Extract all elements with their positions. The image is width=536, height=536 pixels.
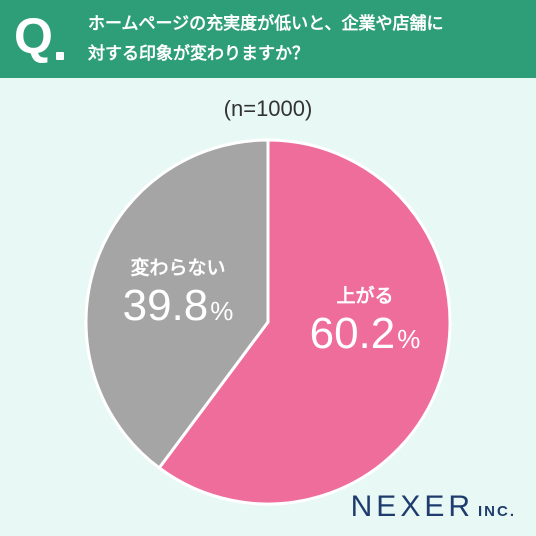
brand-logo: NEXER INC. bbox=[351, 490, 516, 524]
slice-label-rise: 上がる 60.2% bbox=[300, 283, 430, 359]
slice-unit-rise: % bbox=[397, 324, 421, 354]
slice-value-no-change: 39.8 bbox=[122, 281, 209, 330]
pie-slice-no-change bbox=[84, 138, 270, 470]
brand-name: NEXER bbox=[350, 490, 474, 523]
question-line-2: 対する印象が変わりますか？ bbox=[88, 44, 309, 64]
slice-unit-no-change: % bbox=[210, 296, 234, 326]
question-line-1: ホームページの充実度が低いと、企業や店舗に bbox=[88, 14, 444, 34]
pie-slice-rise bbox=[157, 138, 452, 506]
slice-label-no-change: 変わらない 39.8% bbox=[110, 255, 246, 331]
slice-value-rise: 60.2 bbox=[309, 309, 396, 358]
question-text: ホームページの充実度が低いと、企業や店舗に 対する印象が変わりますか？ bbox=[88, 9, 528, 69]
question-header: Q ホームページの充実度が低いと、企業や店舗に 対する印象が変わりますか？ bbox=[0, 0, 536, 78]
sample-size-label: (n=1000) bbox=[223, 96, 313, 121]
question-mark-dot bbox=[56, 52, 64, 60]
brand-suffix: INC. bbox=[478, 503, 516, 520]
question-mark: Q bbox=[14, 8, 53, 64]
slice-category-rise: 上がる bbox=[336, 285, 394, 307]
slice-category-no-change: 変わらない bbox=[130, 257, 226, 279]
